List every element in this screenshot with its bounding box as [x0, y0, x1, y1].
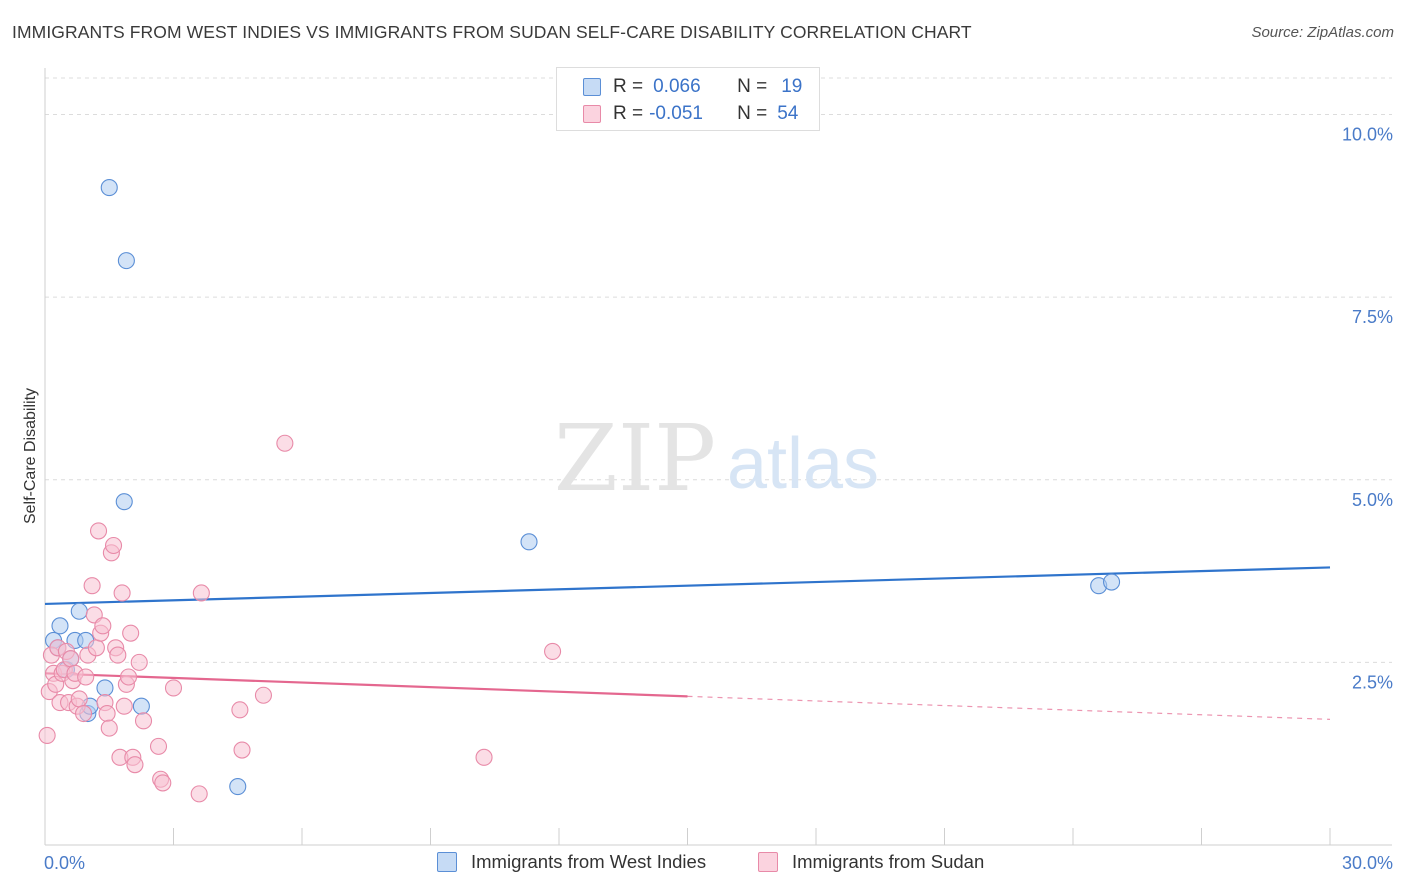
sudan-point: [113, 584, 131, 602]
legend-label: Immigrants from Sudan: [792, 851, 985, 872]
legend-item-sudan[interactable]: Immigrants from Sudan: [758, 851, 984, 873]
sudan-trend-line: [44, 672, 688, 698]
west-indies-point: [132, 697, 150, 715]
sudan-point: [94, 617, 112, 635]
data-points: [38, 179, 1121, 803]
watermark-atlas: atlas: [727, 424, 879, 504]
sudan-point: [70, 690, 88, 708]
sudan-point: [75, 704, 93, 723]
y-tick-label: 7.5%: [1352, 307, 1393, 327]
correlation-legend: R = 0.066 N = 19 R = -0.051 N = 54: [556, 67, 820, 131]
n-value: 19: [781, 76, 803, 97]
sudan-point: [89, 522, 108, 540]
sudan-point: [109, 646, 127, 664]
watermark-zip: ZIP: [554, 405, 716, 512]
r-key: R =: [613, 76, 644, 97]
sudan-trend-extension: [687, 695, 1331, 720]
r-value: -0.051: [649, 103, 703, 124]
sudan-point: [126, 756, 144, 774]
y-tick-label: 5.0%: [1352, 490, 1393, 510]
sudan-point: [233, 741, 251, 759]
sudan-point: [544, 642, 562, 660]
y-tick-label: 10.0%: [1342, 125, 1393, 145]
sudan-point: [62, 650, 80, 668]
sudan-point: [130, 653, 148, 671]
west-indies-point: [115, 493, 133, 511]
sudan-point: [231, 701, 249, 719]
west-indies-point: [229, 778, 247, 796]
west-indies-point: [96, 679, 114, 697]
west-indies-trend-line: [44, 566, 1331, 606]
axes: [44, 68, 1392, 846]
west-indies-point: [117, 252, 135, 270]
n-key: N =: [737, 103, 768, 124]
n-value: 54: [777, 103, 799, 124]
sudan-point: [254, 686, 273, 704]
r-key: R =: [613, 103, 644, 124]
west-indies-point: [100, 179, 118, 197]
sudan-point: [104, 536, 123, 555]
blue-swatch: [583, 78, 601, 96]
sudan-point: [119, 668, 138, 686]
sudan-point: [276, 434, 294, 452]
sudan-point: [154, 774, 172, 792]
series-legend: Immigrants from West Indies Immigrants f…: [0, 851, 1406, 877]
n-key: N =: [737, 76, 768, 97]
sudan-point: [475, 748, 493, 766]
legend-label: Immigrants from West Indies: [471, 851, 707, 872]
legend-item-west-indies[interactable]: Immigrants from West Indies: [437, 851, 706, 873]
pink-swatch: [583, 105, 601, 123]
sudan-point: [115, 697, 133, 715]
trend-lines: [44, 566, 1331, 720]
sudan-point: [87, 639, 105, 657]
legend-row-sudan: R = -0.051 N = 54: [583, 102, 798, 126]
chart-title: IMMIGRANTS FROM WEST INDIES VS IMMIGRANT…: [12, 22, 972, 42]
west-indies-point: [1103, 573, 1121, 591]
y-axis-label: Self-Care Disability: [22, 388, 39, 524]
west-indies-point: [51, 617, 69, 635]
tick-labels: 2.5% 5.0% 7.5% 10.0% 0.0% 30.0%: [44, 125, 1393, 873]
sudan-point: [192, 584, 210, 602]
sudan-point: [38, 726, 56, 744]
west-indies-point: [520, 533, 538, 551]
x-tick-label-min: 0.0%: [44, 853, 85, 873]
sudan-point: [134, 712, 153, 730]
sudan-point: [100, 719, 118, 737]
grid-lines: [45, 77, 1392, 663]
sudan-point: [149, 737, 168, 755]
watermark: ZIP atlas: [554, 405, 879, 512]
sudan-point: [190, 785, 208, 803]
west-indies-point: [70, 602, 88, 620]
sudan-point: [77, 668, 95, 686]
sudan-point: [164, 679, 183, 697]
y-tick-label: 2.5%: [1352, 672, 1393, 692]
sudan-point: [83, 577, 101, 595]
legend-row-west-indies: R = 0.066 N = 19: [583, 75, 802, 99]
x-tick-label-max: 30.0%: [1342, 853, 1393, 873]
source-label: Source: ZipAtlas.com: [1251, 24, 1394, 41]
sudan-point: [98, 704, 116, 723]
sudan-point: [122, 624, 140, 642]
pink-swatch: [758, 852, 778, 872]
blue-swatch: [437, 852, 457, 872]
r-value: 0.066: [653, 76, 701, 97]
